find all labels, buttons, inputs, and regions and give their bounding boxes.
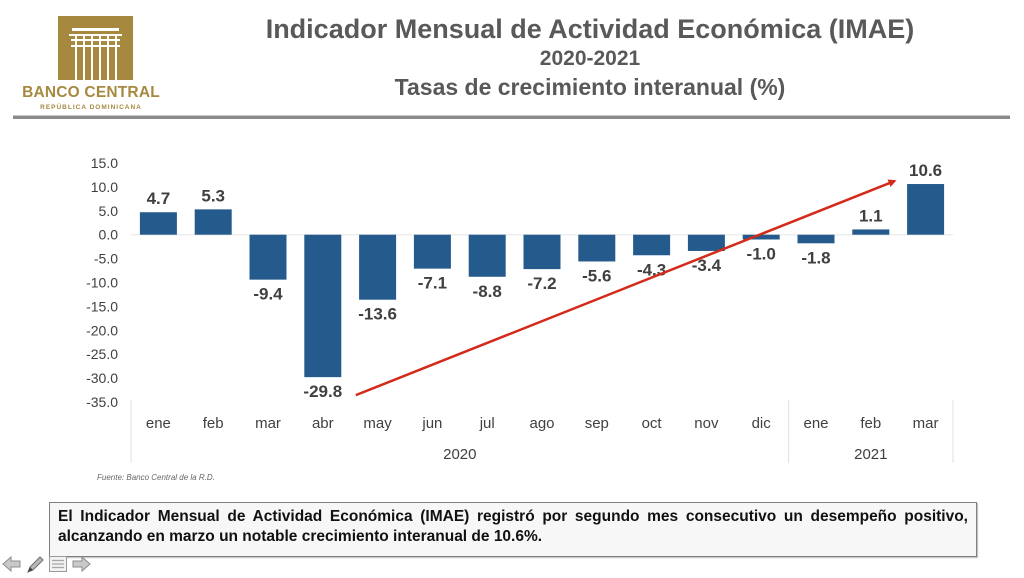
- y-tick-label: -10.0: [86, 275, 118, 291]
- source-note: Fuente: Banco Central de la R.D.: [97, 473, 215, 482]
- bar-ago: [523, 234, 561, 270]
- bar-abr: [304, 234, 342, 378]
- data-label: -7.1: [418, 274, 447, 293]
- x-axis: ene feb mar abr may jun jul ago sep oct nov dic ene f…: [130, 400, 954, 463]
- summary-textbox: El Indicador Mensual de Actividad Económ…: [49, 502, 977, 557]
- data-label: -1.0: [747, 244, 776, 263]
- bar-mar: [907, 184, 945, 235]
- x-tick-label: ago: [529, 415, 554, 432]
- slide-navigation: [2, 555, 91, 573]
- data-label: -1.8: [801, 248, 830, 267]
- bank-logo: BANCO CENTRAL REPÚBLICA DOMINICANA: [14, 12, 160, 112]
- menu-icon[interactable]: [48, 555, 68, 573]
- data-label: -9.4: [253, 285, 283, 304]
- x-tick-label: may: [363, 415, 392, 432]
- data-label: -3.4: [692, 256, 722, 275]
- y-tick-label: -15.0: [86, 298, 118, 314]
- group-label-2021: 2021: [854, 446, 887, 463]
- data-label: 5.3: [201, 186, 225, 205]
- x-tick-label: mar: [255, 415, 281, 432]
- y-tick-label: -35.0: [86, 394, 118, 410]
- bar-jul: [468, 234, 506, 277]
- x-tick-label: dic: [752, 415, 772, 432]
- bank-subtitle: REPÚBLICA DOMINICANA: [40, 104, 142, 111]
- data-label: -7.2: [527, 274, 556, 293]
- y-tick-label: -20.0: [86, 322, 118, 338]
- data-label: -5.6: [582, 266, 611, 285]
- x-tick-label: jun: [421, 415, 442, 432]
- bar-ene: [797, 234, 835, 244]
- data-label: 1.1: [859, 206, 883, 225]
- bar-feb: [852, 229, 890, 235]
- bar-may: [359, 234, 397, 300]
- data-label: -13.6: [358, 305, 397, 324]
- bar-dic: [742, 234, 780, 240]
- imae-bar-chart: 15.0 10.0 5.0 0.0 -5.0 -10.0 -15.0 -20.0 -25.0 -3…: [86, 155, 954, 463]
- x-tick-label: oct: [642, 415, 663, 432]
- annotations: [355, 179, 897, 397]
- data-label: -29.8: [303, 382, 342, 401]
- bar-feb: [194, 209, 232, 235]
- page-subtitle-measure: Tasas de crecimiento interanual (%): [394, 74, 786, 100]
- data-labels: 4.7 5.3-9.4-29.8-13.6-7.1 -8.8 -7.2 -5.6 -4.3…: [147, 161, 943, 401]
- pen-icon[interactable]: [25, 555, 45, 573]
- bar-nov: [687, 234, 725, 251]
- bar-ene: [139, 212, 177, 235]
- header-divider: [13, 115, 1010, 119]
- y-tick-label: 5.0: [99, 203, 119, 219]
- x-tick-label: ene: [803, 415, 828, 432]
- arrow-left-icon[interactable]: [2, 555, 22, 573]
- column-building-icon: [58, 16, 133, 80]
- x-tick-label: feb: [203, 415, 224, 432]
- page-subtitle-years: 2020-2021: [539, 47, 641, 70]
- x-tick-label: abr: [312, 415, 334, 432]
- y-tick-label: 10.0: [91, 179, 118, 195]
- y-tick-label: 0.0: [99, 227, 119, 243]
- y-tick-label: -25.0: [86, 346, 118, 362]
- y-tick-label: 15.0: [91, 155, 118, 171]
- bar-sep: [578, 234, 616, 262]
- x-tick-label: nov: [694, 415, 719, 432]
- bar-mar: [249, 234, 287, 280]
- data-label: 4.7: [147, 189, 171, 208]
- y-axis: 15.0 10.0 5.0 0.0 -5.0 -10.0 -15.0 -20.0 -25.0 -3…: [86, 155, 953, 410]
- bar-oct: [633, 234, 671, 256]
- data-label: -8.8: [473, 282, 502, 301]
- trend-arrow: [355, 179, 897, 397]
- x-tick-label: feb: [860, 415, 881, 432]
- group-label-2020: 2020: [443, 446, 476, 463]
- data-label: 10.6: [909, 161, 942, 180]
- x-tick-label: mar: [913, 415, 939, 432]
- bars: [139, 184, 945, 378]
- bank-name: BANCO CENTRAL: [22, 84, 160, 101]
- arrow-right-icon[interactable]: [71, 555, 91, 573]
- x-tick-label: sep: [585, 415, 609, 432]
- x-tick-label: jul: [479, 415, 495, 432]
- y-tick-label: -5.0: [94, 251, 118, 267]
- x-tick-label: ene: [146, 415, 171, 432]
- page-title: Indicador Mensual de Actividad Económica…: [265, 14, 915, 44]
- bar-jun: [413, 234, 451, 269]
- y-tick-label: -30.0: [86, 370, 118, 386]
